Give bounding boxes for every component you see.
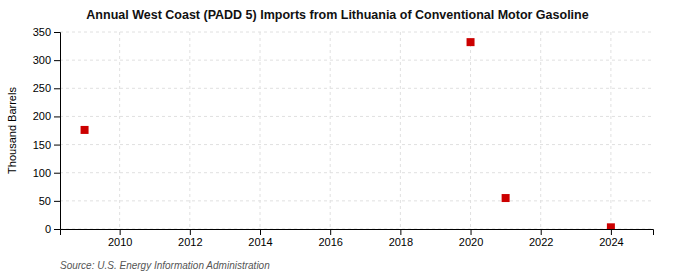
y-tick-label: 50	[39, 195, 51, 207]
x-tick-label: 2010	[108, 236, 132, 248]
x-tick-mark	[400, 229, 401, 235]
point	[467, 38, 475, 46]
y-axis: 0 50 100 150 200 250 300 350	[33, 26, 61, 235]
x-tick-mark	[190, 229, 191, 235]
x-tick: 2016	[318, 229, 342, 248]
x-tick-mark	[471, 229, 472, 235]
y-grid-line	[60, 144, 653, 145]
x-tick-mark	[541, 229, 542, 235]
x-tick-label: 2022	[529, 236, 553, 248]
x-tick: 2020	[459, 229, 483, 248]
x-tick-mark	[120, 229, 121, 235]
title: Annual West Coast (PADD 5) Imports from …	[86, 8, 588, 22]
y-tick: 100	[33, 167, 60, 179]
y-tick-mark	[54, 88, 60, 89]
y-grid-line	[60, 32, 653, 33]
y-grid-line	[60, 88, 653, 89]
y-grid-line	[60, 172, 653, 173]
x-tick-label: 2020	[459, 236, 483, 248]
x-grid-line	[189, 32, 190, 229]
x-tick: 2018	[389, 229, 413, 248]
x-grid-line	[540, 32, 541, 229]
marks	[81, 38, 615, 229]
y-tick: 350	[33, 26, 60, 38]
point	[502, 194, 510, 202]
x-tick: 2012	[178, 229, 202, 248]
y-tick-mark	[54, 145, 60, 146]
y-axis-line	[54, 33, 61, 230]
x-axis: 2010 2012 2014 2016 2018 2020 2022 2024	[61, 229, 654, 248]
y-tick-label: 0	[45, 223, 51, 235]
y-tick: 250	[33, 82, 60, 94]
x-tick-label: 2024	[599, 236, 623, 248]
chart-container: 2010 2012 2014 2016 2018 2020 2022 2024 0 50 100 15…	[0, 0, 675, 275]
y-tick-mark	[54, 201, 60, 202]
plot-area: 2010 2012 2014 2016 2018 2020 2022 2024 0 50 100 15…	[33, 26, 654, 248]
x-grid-line	[470, 32, 471, 229]
y-tick-mark	[54, 116, 60, 117]
y-axis-title: Thousand Barrels	[6, 87, 18, 174]
y-tick-label: 350	[33, 26, 51, 38]
x-tick: 2014	[248, 229, 272, 248]
y-grid-line	[60, 60, 653, 61]
y-tick: 200	[33, 110, 60, 122]
grid	[60, 32, 653, 229]
y-tick-label: 100	[33, 167, 51, 179]
y-tick-label: 150	[33, 139, 51, 151]
y-grid-line	[60, 200, 653, 201]
x-tick-label: 2016	[318, 236, 342, 248]
x-grid-line	[260, 32, 261, 229]
x-tick-mark	[611, 229, 612, 235]
x-tick-mark	[330, 229, 331, 235]
x-grid-line	[610, 32, 611, 229]
y-tick-mark	[54, 32, 60, 33]
x-axis-line	[61, 230, 654, 236]
y-tick-mark	[54, 173, 60, 174]
y-tick: 0	[45, 223, 60, 235]
y-tick-label: 250	[33, 82, 51, 94]
x-tick: 2022	[529, 229, 553, 248]
chart-svg: 2010 2012 2014 2016 2018 2020 2022 2024 0 50 100 15…	[0, 0, 675, 275]
x-tick: 2024	[599, 229, 623, 248]
x-grid-line	[119, 32, 120, 229]
x-tick-mark	[260, 229, 261, 235]
x-tick: 2010	[108, 229, 132, 248]
point	[81, 126, 89, 134]
y-tick: 300	[33, 54, 60, 66]
y-tick-mark	[54, 229, 60, 230]
y-tick-label: 300	[33, 54, 51, 66]
y-tick-label: 200	[33, 110, 51, 122]
x-tick-label: 2012	[178, 236, 202, 248]
y-tick: 150	[33, 139, 60, 151]
y-tick-mark	[54, 60, 60, 61]
y-tick: 50	[39, 195, 60, 207]
x-grid-line	[400, 32, 401, 229]
x-tick-label: 2014	[248, 236, 272, 248]
x-tick-label: 2018	[389, 236, 413, 248]
point	[607, 223, 615, 229]
source-note: Source: U.S. Energy Information Administ…	[60, 260, 270, 271]
y-grid-line	[60, 116, 653, 117]
x-grid-line	[330, 32, 331, 229]
